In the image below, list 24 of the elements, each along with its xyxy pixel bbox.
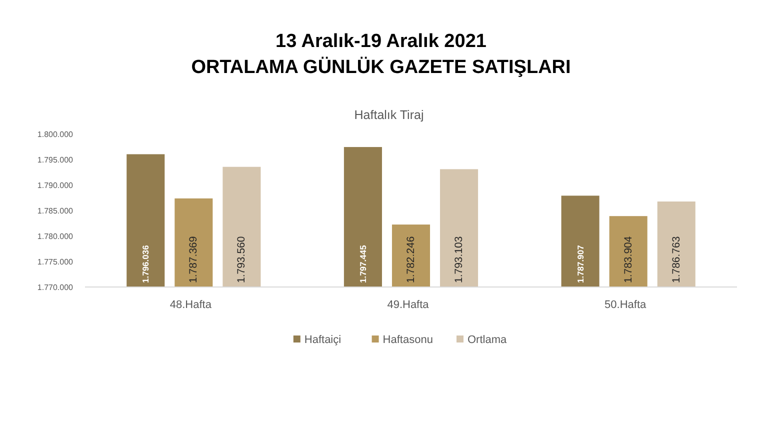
- chart-subtitle: Haftalık Tiraj: [354, 108, 424, 122]
- data-label: 1.797.445: [358, 244, 368, 283]
- legend-label: Haftasonu: [382, 334, 433, 346]
- legend-label: Haftaiçi: [304, 334, 342, 346]
- x-tick-label: 48.Hafta: [170, 299, 212, 311]
- data-label: 1.782.246: [405, 236, 417, 283]
- data-label: 1.796.036: [140, 244, 151, 283]
- data-label: 1.787.907: [575, 244, 586, 283]
- y-tick-label: 1.790.000: [37, 180, 74, 190]
- y-tick-label: 1.795.000: [37, 155, 74, 164]
- legend-label: Ortlama: [468, 334, 508, 346]
- y-tick-label: 1.775.000: [37, 257, 74, 266]
- data-label: 1.787.369: [188, 236, 200, 283]
- data-label: 1.783.904: [622, 236, 634, 283]
- data-label: 1.793.560: [236, 236, 248, 283]
- x-tick-label: 49.Hafta: [387, 299, 430, 311]
- y-tick-label: 1.800.000: [37, 130, 74, 139]
- data-label: 1.793.103: [453, 236, 466, 283]
- y-tick-label: 1.780.000: [37, 232, 74, 241]
- y-tick-label: 1.770.000: [37, 282, 74, 292]
- chart-title: 13 Aralık-19 Aralık 2021 ORTALAMA GÜNLÜK GAZETE SATIŞLARI: [191, 31, 571, 78]
- x-tick-label: 50.Hafta: [604, 299, 647, 311]
- y-tick-label: 1.785.000: [37, 206, 74, 216]
- data-label: 1.786.763: [670, 236, 682, 283]
